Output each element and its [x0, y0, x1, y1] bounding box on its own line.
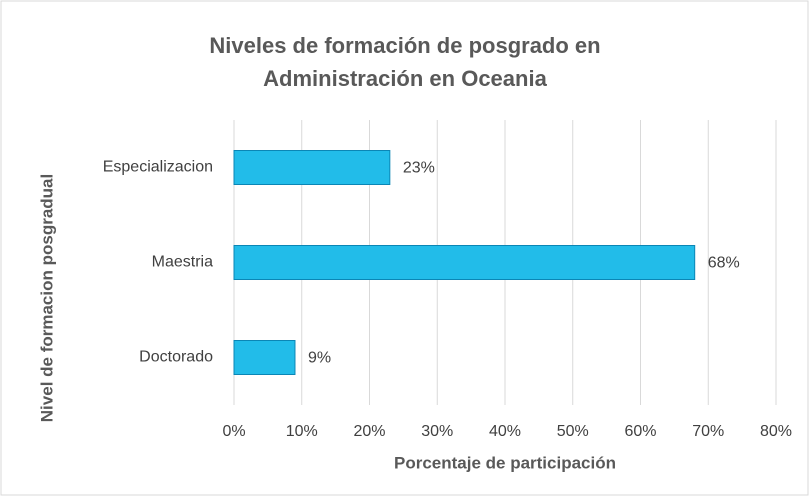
- x-axis-title: Porcentaje de participación: [394, 453, 616, 472]
- value-label: 68%: [708, 255, 740, 272]
- x-tick-label: 0%: [222, 423, 245, 440]
- x-tick-label: 70%: [692, 423, 724, 440]
- value-label: 9%: [308, 350, 331, 367]
- value-label: 23%: [403, 160, 435, 177]
- chart-title-line-2: Administración en Oceania: [263, 66, 547, 91]
- bar: [233, 245, 696, 280]
- y-tick-label: Maestria: [152, 254, 213, 271]
- x-tick-label: 50%: [557, 423, 589, 440]
- bar: [233, 340, 296, 375]
- x-tick-label: 80%: [760, 423, 792, 440]
- x-tick-label: 60%: [624, 423, 656, 440]
- x-tick-label: 40%: [489, 423, 521, 440]
- chart-title-line-1: Niveles de formación de posgrado en: [209, 33, 600, 58]
- x-tick-label: 10%: [286, 423, 318, 440]
- y-axis-title: Nivel de formacion posgradual: [37, 174, 56, 422]
- y-tick-label: Especializacion: [103, 159, 213, 176]
- x-tick-label: 20%: [353, 423, 385, 440]
- bar: [233, 150, 391, 185]
- x-tick-label: 30%: [421, 423, 453, 440]
- y-tick-label: Doctorado: [139, 349, 213, 366]
